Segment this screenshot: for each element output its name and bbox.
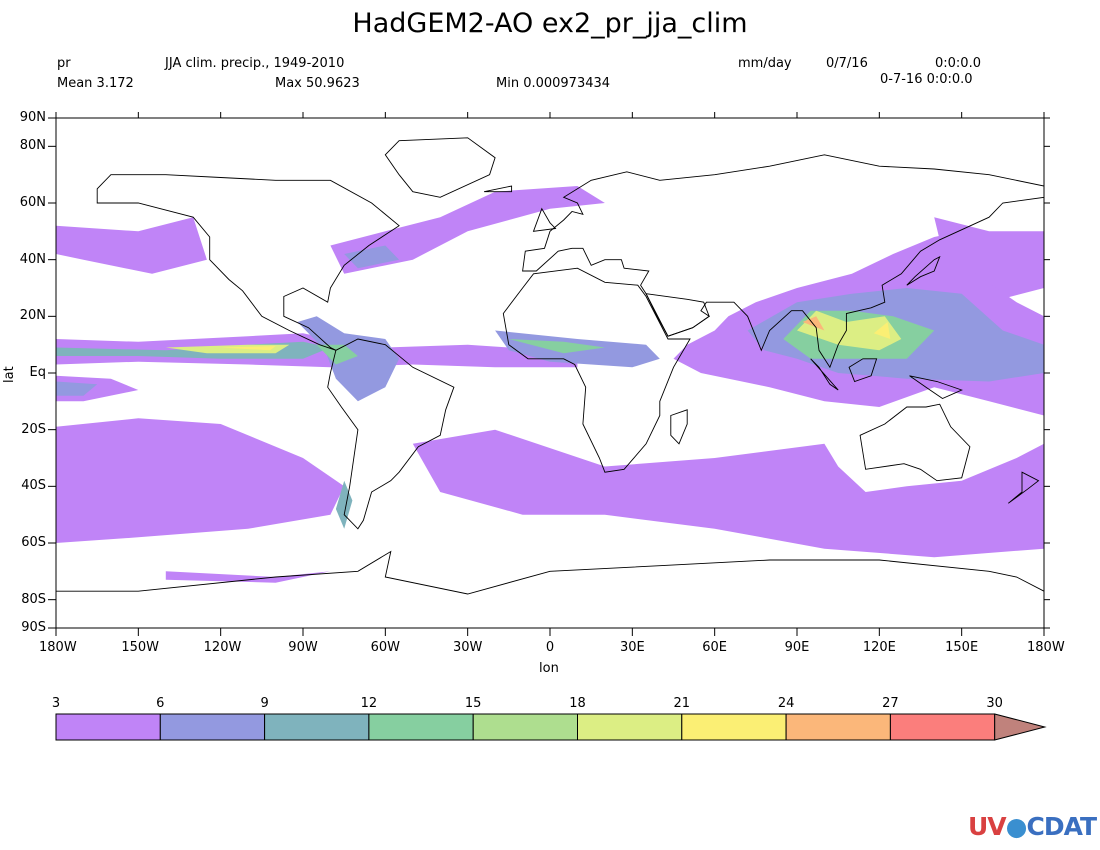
colorbar-label: 3 <box>51 696 61 711</box>
x-tick-label: 90E <box>784 640 810 655</box>
coastline <box>1008 471 1040 504</box>
coastline <box>327 338 455 530</box>
units-label: mm/day <box>738 56 792 71</box>
colorbar-label: 21 <box>673 696 691 711</box>
colorbar-label: 30 <box>986 696 1003 711</box>
x-tick-label: 60W <box>370 640 401 655</box>
max-stat: Max 50.9623 <box>275 76 360 91</box>
precip-region <box>56 217 207 274</box>
y-tick-label: 40N <box>19 251 46 267</box>
x-axis-label: lon <box>539 661 559 676</box>
colorbar-label: 18 <box>569 696 586 711</box>
date-label: 0/7/16 <box>826 56 868 71</box>
coastline <box>384 137 496 198</box>
x-tick-label: 30W <box>452 640 483 655</box>
y-tick-label: 90N <box>19 110 46 125</box>
x-tick-label: 150E <box>945 640 979 655</box>
precip-region <box>797 310 902 351</box>
y-tick-label: 40S <box>21 478 46 494</box>
x-tick-label: 120W <box>203 640 242 655</box>
colorbar-label: 15 <box>464 696 482 711</box>
min-stat: Min 0.000973434 <box>496 76 611 91</box>
x-tick-label: 30E <box>619 640 645 655</box>
precip-region <box>873 322 891 339</box>
precip-region <box>165 571 331 583</box>
coastline <box>906 255 941 286</box>
y-tick-label: 90S <box>21 620 46 635</box>
coastline <box>848 358 878 383</box>
y-tick-label: 80S <box>21 591 46 607</box>
y-tick-label: 20S <box>21 421 46 437</box>
precip-region <box>220 346 276 351</box>
precip-region <box>316 344 358 365</box>
coastline <box>532 207 557 232</box>
x-tick-label: 150W <box>121 640 159 655</box>
variable-long-name: JJA clim. precip., 1949-2010 <box>165 56 345 71</box>
coastline <box>502 267 691 473</box>
y-tick-label: 60N <box>19 195 46 210</box>
coastline <box>55 550 1045 629</box>
colorbar-label: 9 <box>260 696 269 711</box>
y-tick-label: 20N <box>19 308 46 324</box>
coastline <box>810 358 839 391</box>
mean-stat: Mean 3.172 <box>57 76 134 91</box>
x-tick-label: 90W <box>288 640 318 655</box>
precip-fill-layer <box>56 186 1044 583</box>
coastline <box>96 174 400 351</box>
precip-region <box>508 339 605 354</box>
precip-region <box>802 316 825 331</box>
datetime-label: 0-7-16 0:0:0.0 <box>880 72 973 87</box>
x-tick-label: 0 <box>545 640 555 655</box>
precip-region <box>344 245 400 269</box>
coastline <box>909 375 963 400</box>
plot-title: HadGEM2-AO ex2_pr_jja_clim <box>352 8 748 39</box>
coastline <box>484 185 513 193</box>
coastline <box>670 409 688 445</box>
x-tick-label: 60E <box>702 640 728 655</box>
x-tick-label: 120E <box>862 640 896 655</box>
y-tick-label: 60S <box>21 535 46 550</box>
x-tick-label: 180W <box>39 640 77 655</box>
colorbar-label: 24 <box>777 696 795 711</box>
precip-region <box>56 381 98 396</box>
precip-region <box>56 418 345 543</box>
x-tick-label: 180W <box>1027 640 1065 655</box>
colorbar-label: 27 <box>882 696 899 711</box>
time-label: 0:0:0.0 <box>935 56 981 71</box>
uvcdat-logo: UV●CDAT <box>968 812 1097 841</box>
y-tick-label: 80N <box>19 138 46 154</box>
variable-name: pr <box>57 56 71 71</box>
coastline <box>522 154 1045 369</box>
y-tick-label: Eq <box>29 365 46 380</box>
coastline <box>859 403 971 482</box>
colorbar-label: 12 <box>360 696 378 711</box>
colorbar-label: 6 <box>156 696 165 711</box>
coastline <box>645 293 710 337</box>
precip-region <box>412 429 1044 558</box>
precip-region <box>330 186 605 274</box>
